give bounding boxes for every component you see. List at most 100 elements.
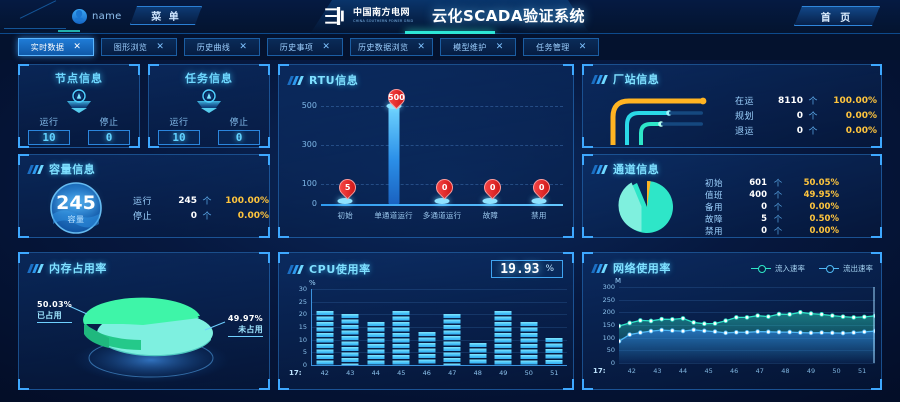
capacity-stat-k: 运行	[133, 197, 153, 207]
cpu-bar-column	[440, 289, 466, 365]
cpu-x-tick: 46	[422, 369, 431, 377]
station-stat-k: 退运	[735, 127, 755, 137]
tab-label: 历史事项	[279, 42, 314, 52]
station-stat-u: 个	[808, 112, 818, 122]
tab-close-icon[interactable]: ✕	[417, 41, 426, 52]
cpu-bar-column	[516, 289, 542, 365]
rtu-x-tick: 禁用	[531, 211, 547, 220]
home-button[interactable]: 首 页	[794, 6, 880, 26]
channel-info-header: 通道信息	[591, 161, 881, 177]
cpu-x-tick: 50	[524, 369, 533, 377]
channel-stat-v: 601	[749, 178, 767, 188]
rtu-gridline	[321, 105, 563, 107]
channel-stat-k: 禁用	[705, 227, 724, 237]
rtu-y-tick: 500	[301, 100, 317, 110]
tab-4[interactable]: 历史数据浏览 ✕	[350, 38, 434, 56]
tab-close-icon[interactable]: ✕	[239, 41, 248, 52]
channel-stat-u: 个	[773, 179, 783, 189]
tab-close-icon[interactable]: ✕	[322, 41, 331, 52]
network-legend-item[interactable]: 流入速率	[751, 263, 805, 274]
rtu-value-pin: 0	[529, 175, 554, 200]
station-stat-row: 退运 0 个 0.00%	[735, 123, 877, 138]
user-name-label: name	[92, 10, 122, 22]
network-legend-item[interactable]: 流出速率	[819, 263, 873, 274]
memory-usage-header: 内存占用率	[27, 260, 269, 276]
user-profile[interactable]: 👤 name	[72, 7, 122, 25]
tab-0[interactable]: 实时数据 ✕	[18, 38, 94, 56]
rtu-bar-cap	[434, 198, 450, 204]
cpu-bar-column	[363, 289, 389, 365]
cpu-usage-title: CPU使用率	[309, 263, 371, 276]
task-stopped-label: 停止	[229, 118, 249, 128]
network-usage-panel: 网络使用率 流入速率 流出速率 M 300 250 200 150 100 50 0 17: …	[582, 252, 882, 390]
tab-label: 任务管理	[536, 42, 570, 52]
tab-6[interactable]: 任务管理 ✕	[523, 38, 600, 56]
network-gridline	[619, 363, 875, 364]
tab-close-icon[interactable]: ✕	[578, 41, 587, 52]
capacity-stat-p: 100.00%	[225, 195, 269, 206]
menu-button[interactable]: 菜 单	[130, 6, 202, 25]
rtu-info-title: RTU信息	[309, 74, 359, 87]
cpu-y-tick: 20	[298, 310, 307, 319]
cpu-y-tick: 30	[298, 285, 307, 293]
station-stats-table: 在运 8110 个 100.00% 规划 0 个 0.00% 退运 0 个 0.00%	[735, 93, 877, 145]
memory-usage-title: 内存占用率	[49, 262, 107, 275]
task-info-title: 任务信息	[185, 72, 233, 85]
tab-close-icon[interactable]: ✕	[73, 41, 82, 52]
node-badge-icon	[67, 89, 91, 113]
cpu-bar	[367, 321, 385, 365]
rtu-y-tick: 100	[301, 179, 317, 189]
tab-label: 历史数据浏览	[358, 42, 409, 52]
memory-free-callout: 49.97% 未占用	[227, 314, 263, 337]
station-stat-u: 个	[808, 97, 818, 107]
cpu-bar-column	[542, 289, 568, 365]
network-area-chart: M 300 250 200 150 100 50 0 17: 42 43 44 45 46 47 48 4…	[593, 277, 881, 381]
rtu-value-label: 5	[344, 183, 351, 193]
channel-info-panel: 通道信息 初始 601 个 50.05% 值班 400 个 49.95% 备用 0 个 0.00% 故障…	[582, 154, 882, 238]
cpu-bar-column	[312, 289, 338, 365]
station-stat-p: 0.00%	[845, 110, 877, 121]
cpu-gridline	[312, 289, 567, 290]
tab-5[interactable]: 模型维护 ✕	[440, 38, 517, 56]
tab-2[interactable]: 历史曲线 ✕	[184, 38, 260, 56]
network-y-tick: 150	[602, 321, 615, 329]
capacity-stats-table: 运行 245 个 100.00% 停止 0 个 0.00%	[133, 193, 269, 223]
tab-1[interactable]: 图形浏览 ✕	[101, 38, 177, 56]
rtu-y-tick: 300	[301, 140, 317, 150]
network-usage-title: 网络使用率	[613, 262, 671, 275]
cpu-x-tick: 49	[499, 369, 508, 377]
cpu-x-tick: 51	[550, 369, 559, 377]
rtu-axis-line	[321, 204, 563, 206]
network-x-tick: 47	[755, 367, 764, 375]
channel-stat-p: 0.00%	[809, 202, 840, 212]
cpu-current-value: 19.93	[500, 261, 540, 277]
task-running-value: 10	[158, 130, 200, 145]
cpu-usage-header: CPU使用率	[287, 261, 371, 277]
node-info-title: 节点信息	[55, 72, 103, 85]
header-center-decoration	[310, 0, 590, 34]
cpu-gridline	[312, 352, 567, 354]
power-grid-logo-icon	[325, 7, 344, 25]
tab-close-icon[interactable]: ✕	[495, 41, 504, 52]
rtu-bar-column: 5	[321, 94, 369, 204]
node-stopped-label: 停止	[99, 118, 119, 128]
rtu-value-label: 500	[387, 92, 405, 102]
network-gridline	[619, 312, 875, 314]
cpu-bar-column	[338, 289, 364, 365]
network-legend-label: 流入速率	[775, 263, 805, 273]
cpu-bar-column	[414, 289, 440, 365]
cpu-bar-chart: % 30 25 20 15 10 5 0 17: 42 43 44 45 46 47 48 49 50 51	[289, 279, 571, 385]
cpu-y-tick: 10	[298, 335, 307, 344]
tab-close-icon[interactable]: ✕	[156, 41, 165, 52]
task-info-card: 任务信息 运行 10 停止 0	[148, 64, 270, 148]
memory-pie-3d: 50.03% 已占用 49.97% 未占用	[29, 278, 269, 390]
memory-used-label: 已占用	[37, 311, 62, 320]
network-x-tick: 49	[806, 367, 816, 375]
brand-logo: 中国南方电网 CHINA SOUTHERN POWER GRID	[325, 5, 413, 27]
cpu-bar-column	[491, 289, 517, 365]
network-y-tick: 250	[602, 295, 615, 304]
channel-stat-row: 备用 0 个 0.00%	[705, 201, 839, 213]
channel-stat-v: 400	[749, 190, 767, 200]
tab-3[interactable]: 历史事项 ✕	[267, 38, 343, 56]
channel-stats-table: 初始 601 个 50.05% 值班 400 个 49.95% 备用 0 个 0.00% 故障 5 个 0.5…	[705, 177, 839, 237]
